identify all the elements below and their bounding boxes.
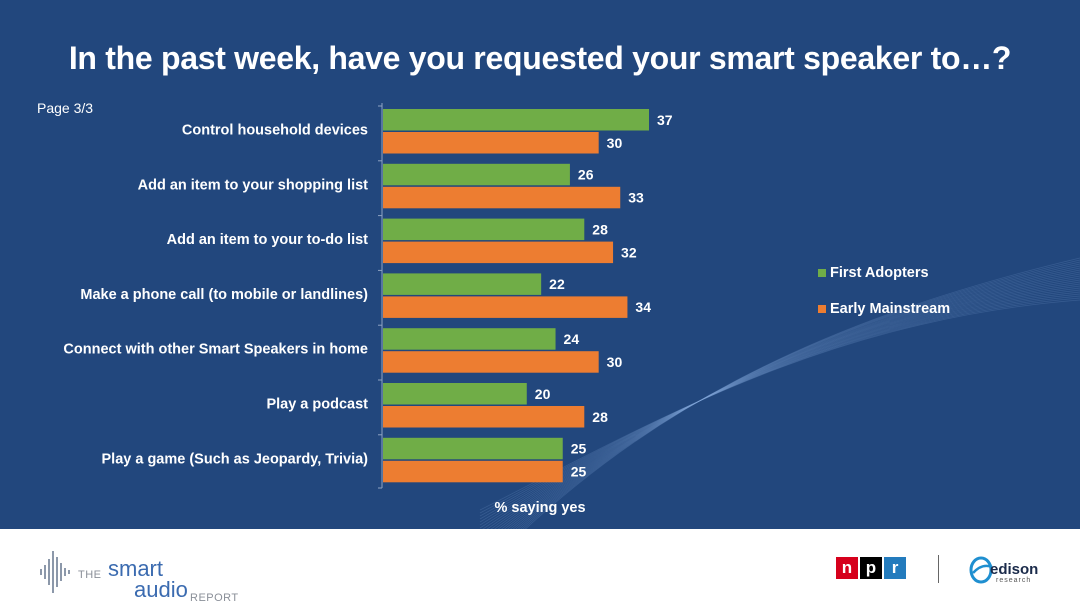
smart-audio-report-logo: THE smart audio REPORT	[38, 545, 238, 605]
legend-swatch-early-mainstream	[818, 305, 826, 313]
data-label: 30	[607, 354, 623, 370]
category-label: Add an item to your shopping list	[138, 177, 369, 193]
category-label: Connect with other Smart Speakers in hom…	[63, 342, 368, 358]
npr-letter-n: n	[836, 557, 858, 579]
sound-wave-icon	[40, 551, 70, 593]
edison-word: edison	[990, 561, 1039, 578]
category-label: Make a phone call (to mobile or landline…	[80, 287, 368, 303]
bar-first-adopters	[383, 437, 563, 460]
bar-early-mainstream	[383, 406, 585, 428]
bar-early-mainstream	[383, 460, 563, 483]
edison-sub: research	[996, 577, 1032, 584]
data-label: 33	[628, 190, 644, 206]
data-label: 37	[657, 112, 673, 128]
chart-legend: First Adopters Early Mainstream	[818, 264, 950, 336]
footer: THE smart audio REPORT n p r edison rese…	[0, 529, 1080, 608]
edison-research-logo: edison research	[968, 551, 1048, 591]
data-label: 25	[571, 441, 587, 457]
npr-letter-p: p	[860, 557, 882, 579]
legend-item-early-mainstream: Early Mainstream	[818, 300, 950, 318]
decorative-waves	[479, 257, 1080, 529]
category-label: Add an item to your to-do list	[167, 232, 369, 248]
legend-label-early-mainstream: Early Mainstream	[830, 301, 951, 317]
npr-logo: n p r	[836, 557, 908, 579]
x-axis-label: % saying yes	[494, 500, 586, 516]
data-label: 25	[571, 464, 587, 480]
data-label: 28	[592, 221, 608, 237]
category-label: Play a game (Such as Jeopardy, Trivia)	[102, 451, 369, 467]
bar-early-mainstream	[383, 186, 621, 209]
bar-first-adopters	[383, 328, 556, 350]
bar-first-adopters	[383, 109, 649, 131]
edison-swirl-icon	[969, 556, 993, 584]
bar-early-mainstream	[383, 241, 614, 264]
page-indicator: Page 3/3	[37, 100, 94, 116]
data-label: 26	[578, 167, 594, 183]
footer-divider	[938, 555, 939, 583]
data-label: 20	[535, 386, 551, 402]
bar-early-mainstream	[383, 351, 599, 373]
data-label: 32	[621, 244, 637, 260]
bar-first-adopters	[383, 163, 570, 186]
logo-text-the: THE	[78, 569, 102, 581]
category-label: Control household devices	[182, 123, 368, 139]
logo-text-smart: smart	[108, 556, 163, 581]
npr-letter-r: r	[884, 557, 906, 579]
bar-early-mainstream	[383, 132, 599, 154]
chart-title: In the past week, have you requested you…	[68, 40, 1012, 76]
data-label: 24	[564, 331, 580, 347]
data-label: 22	[549, 276, 565, 292]
bar-chart: Control household devices 37 30 Add an item…	[63, 103, 673, 489]
data-label: 28	[592, 409, 608, 425]
legend-item-first-adopters: First Adopters	[818, 264, 950, 282]
slide-background: In the past week, have you requested you…	[0, 0, 1080, 529]
bar-first-adopters	[383, 273, 542, 295]
data-label: 30	[607, 135, 623, 151]
logo-text-report: REPORT	[190, 592, 239, 604]
logo-text-audio: audio	[134, 577, 188, 602]
data-label: 34	[635, 299, 651, 315]
bar-first-adopters	[383, 383, 527, 405]
category-label: Play a podcast	[266, 397, 368, 413]
legend-label-first-adopters: First Adopters	[830, 265, 929, 281]
legend-swatch-first-adopters	[818, 269, 826, 277]
bar-first-adopters	[383, 218, 585, 241]
bar-early-mainstream	[383, 296, 628, 318]
